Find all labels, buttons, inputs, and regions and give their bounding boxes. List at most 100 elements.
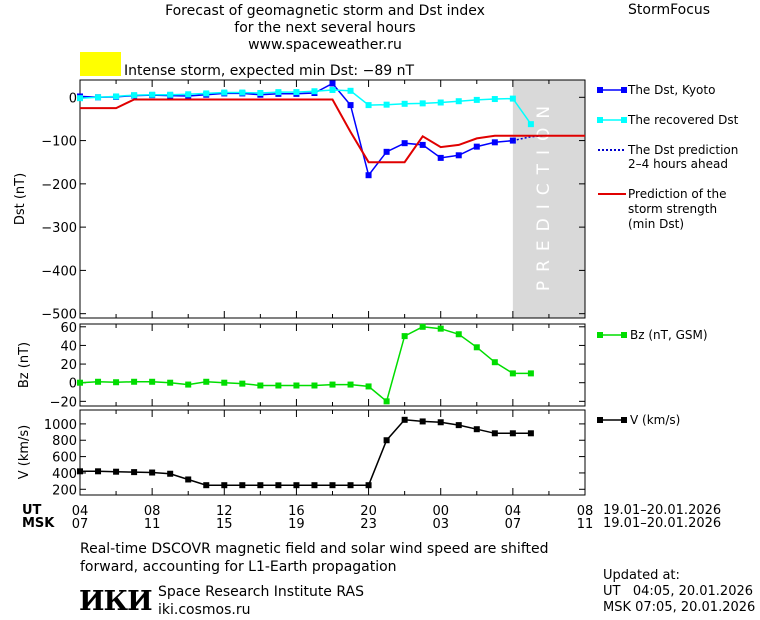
data-point bbox=[473, 96, 480, 103]
legend-storm-strength-2: storm strength bbox=[628, 202, 718, 216]
data-point bbox=[239, 89, 246, 96]
data-point bbox=[347, 102, 354, 109]
data-point bbox=[347, 87, 354, 94]
data-point bbox=[347, 482, 354, 489]
data-point bbox=[473, 143, 480, 150]
msk-tick-label: 15 bbox=[216, 517, 233, 532]
title-line-1: Forecast of geomagnetic storm and Dst in… bbox=[165, 3, 485, 19]
data-point bbox=[95, 378, 102, 385]
y-tick-label: −300 bbox=[41, 221, 77, 236]
ut-tick-label: 08 bbox=[144, 504, 161, 519]
legend-marker bbox=[597, 417, 603, 423]
data-point bbox=[419, 100, 426, 107]
institute-site[interactable]: iki.cosmos.ru bbox=[158, 602, 251, 618]
data-point bbox=[185, 381, 192, 388]
data-point bbox=[311, 382, 318, 389]
y-tick-label: 1000 bbox=[44, 418, 77, 433]
y-tick-label: 0 bbox=[69, 91, 77, 106]
title-line-2: for the next several hours bbox=[234, 20, 416, 36]
y-tick-label: −200 bbox=[41, 178, 77, 193]
data-point bbox=[275, 89, 282, 96]
data-point bbox=[509, 137, 516, 144]
data-point bbox=[455, 422, 462, 429]
y-tick-label: 200 bbox=[52, 483, 77, 498]
y-tick-label: −100 bbox=[41, 135, 77, 150]
msk-tick-label: 07 bbox=[505, 517, 522, 532]
y-tick-label: 800 bbox=[52, 434, 77, 449]
data-point bbox=[401, 100, 408, 107]
y-tick-label: −500 bbox=[41, 308, 77, 323]
data-point bbox=[473, 344, 480, 351]
data-point bbox=[365, 482, 372, 489]
data-point bbox=[419, 141, 426, 148]
data-point bbox=[185, 476, 192, 483]
title-line-3: www.spaceweather.ru bbox=[248, 37, 402, 53]
series-line bbox=[80, 98, 585, 164]
data-point bbox=[221, 89, 228, 96]
ut-tick-label: 16 bbox=[288, 504, 305, 519]
data-point bbox=[185, 91, 192, 98]
prediction-label: PREDICTION bbox=[534, 97, 554, 291]
data-point bbox=[113, 379, 120, 386]
updated-msk: MSK 07:05, 20.01.2026 bbox=[603, 600, 756, 615]
plot-frame bbox=[79, 323, 586, 407]
y-tick-label: 400 bbox=[52, 467, 77, 482]
ut-tick-label: 04 bbox=[72, 504, 89, 519]
data-point bbox=[419, 323, 426, 330]
data-point bbox=[527, 121, 534, 128]
data-point bbox=[95, 468, 102, 475]
data-point bbox=[203, 90, 210, 97]
data-point bbox=[131, 92, 138, 99]
data-point bbox=[437, 154, 444, 161]
data-point bbox=[77, 379, 83, 386]
data-point bbox=[383, 101, 390, 108]
data-point bbox=[455, 98, 462, 105]
data-point bbox=[383, 148, 390, 155]
msk-tick-label: 19 bbox=[288, 517, 305, 532]
data-point bbox=[473, 426, 480, 433]
data-point bbox=[455, 331, 462, 338]
data-point bbox=[239, 482, 246, 489]
y-axis-label: Dst (nT) bbox=[13, 173, 28, 225]
storm-forecast-text: Intense storm, expected min Dst: −89 nT bbox=[124, 63, 415, 79]
data-point bbox=[203, 378, 210, 385]
ut-tick-label: 00 bbox=[432, 504, 449, 519]
ut-tick-label: 04 bbox=[505, 504, 522, 519]
data-point bbox=[437, 99, 444, 106]
legend-marker bbox=[621, 417, 627, 423]
msk-date-range: 19.01–20.01.2026 bbox=[603, 516, 722, 531]
data-point bbox=[437, 325, 444, 332]
y-axis-label: V (km/s) bbox=[17, 425, 32, 480]
data-point bbox=[221, 482, 228, 489]
data-point bbox=[383, 437, 390, 444]
data-point bbox=[455, 152, 462, 159]
ut-tick-label: 08 bbox=[577, 504, 594, 519]
data-point bbox=[221, 379, 228, 386]
legend-recovered-dst: The recovered Dst bbox=[628, 113, 739, 127]
data-point bbox=[203, 482, 210, 489]
data-point bbox=[365, 383, 372, 390]
y-tick-label: 20 bbox=[60, 358, 77, 373]
legend-dst-prediction-2: 2–4 hours ahead bbox=[628, 157, 728, 171]
brand-name: StormFocus bbox=[628, 2, 711, 18]
updated-label: Updated at: bbox=[603, 568, 680, 583]
legend-v: V (km/s) bbox=[630, 413, 681, 427]
updated-ut: UT 04:05, 20.01.2026 bbox=[603, 584, 754, 599]
legend-marker bbox=[621, 87, 627, 93]
legend-marker bbox=[621, 117, 627, 123]
data-point bbox=[257, 89, 264, 96]
data-point bbox=[311, 482, 318, 489]
plot-frame bbox=[79, 79, 586, 319]
y-tick-label: 0 bbox=[69, 377, 77, 392]
data-point bbox=[311, 88, 318, 95]
footer-note-line-1: Real-time DSCOVR magnetic field and sola… bbox=[80, 541, 549, 557]
data-point bbox=[167, 379, 174, 386]
data-point bbox=[293, 382, 300, 389]
y-tick-label: 600 bbox=[52, 451, 77, 466]
legend-marker bbox=[597, 87, 603, 93]
data-point bbox=[401, 333, 408, 340]
series-line bbox=[79, 326, 531, 403]
data-point bbox=[275, 482, 282, 489]
data-point bbox=[329, 381, 336, 388]
